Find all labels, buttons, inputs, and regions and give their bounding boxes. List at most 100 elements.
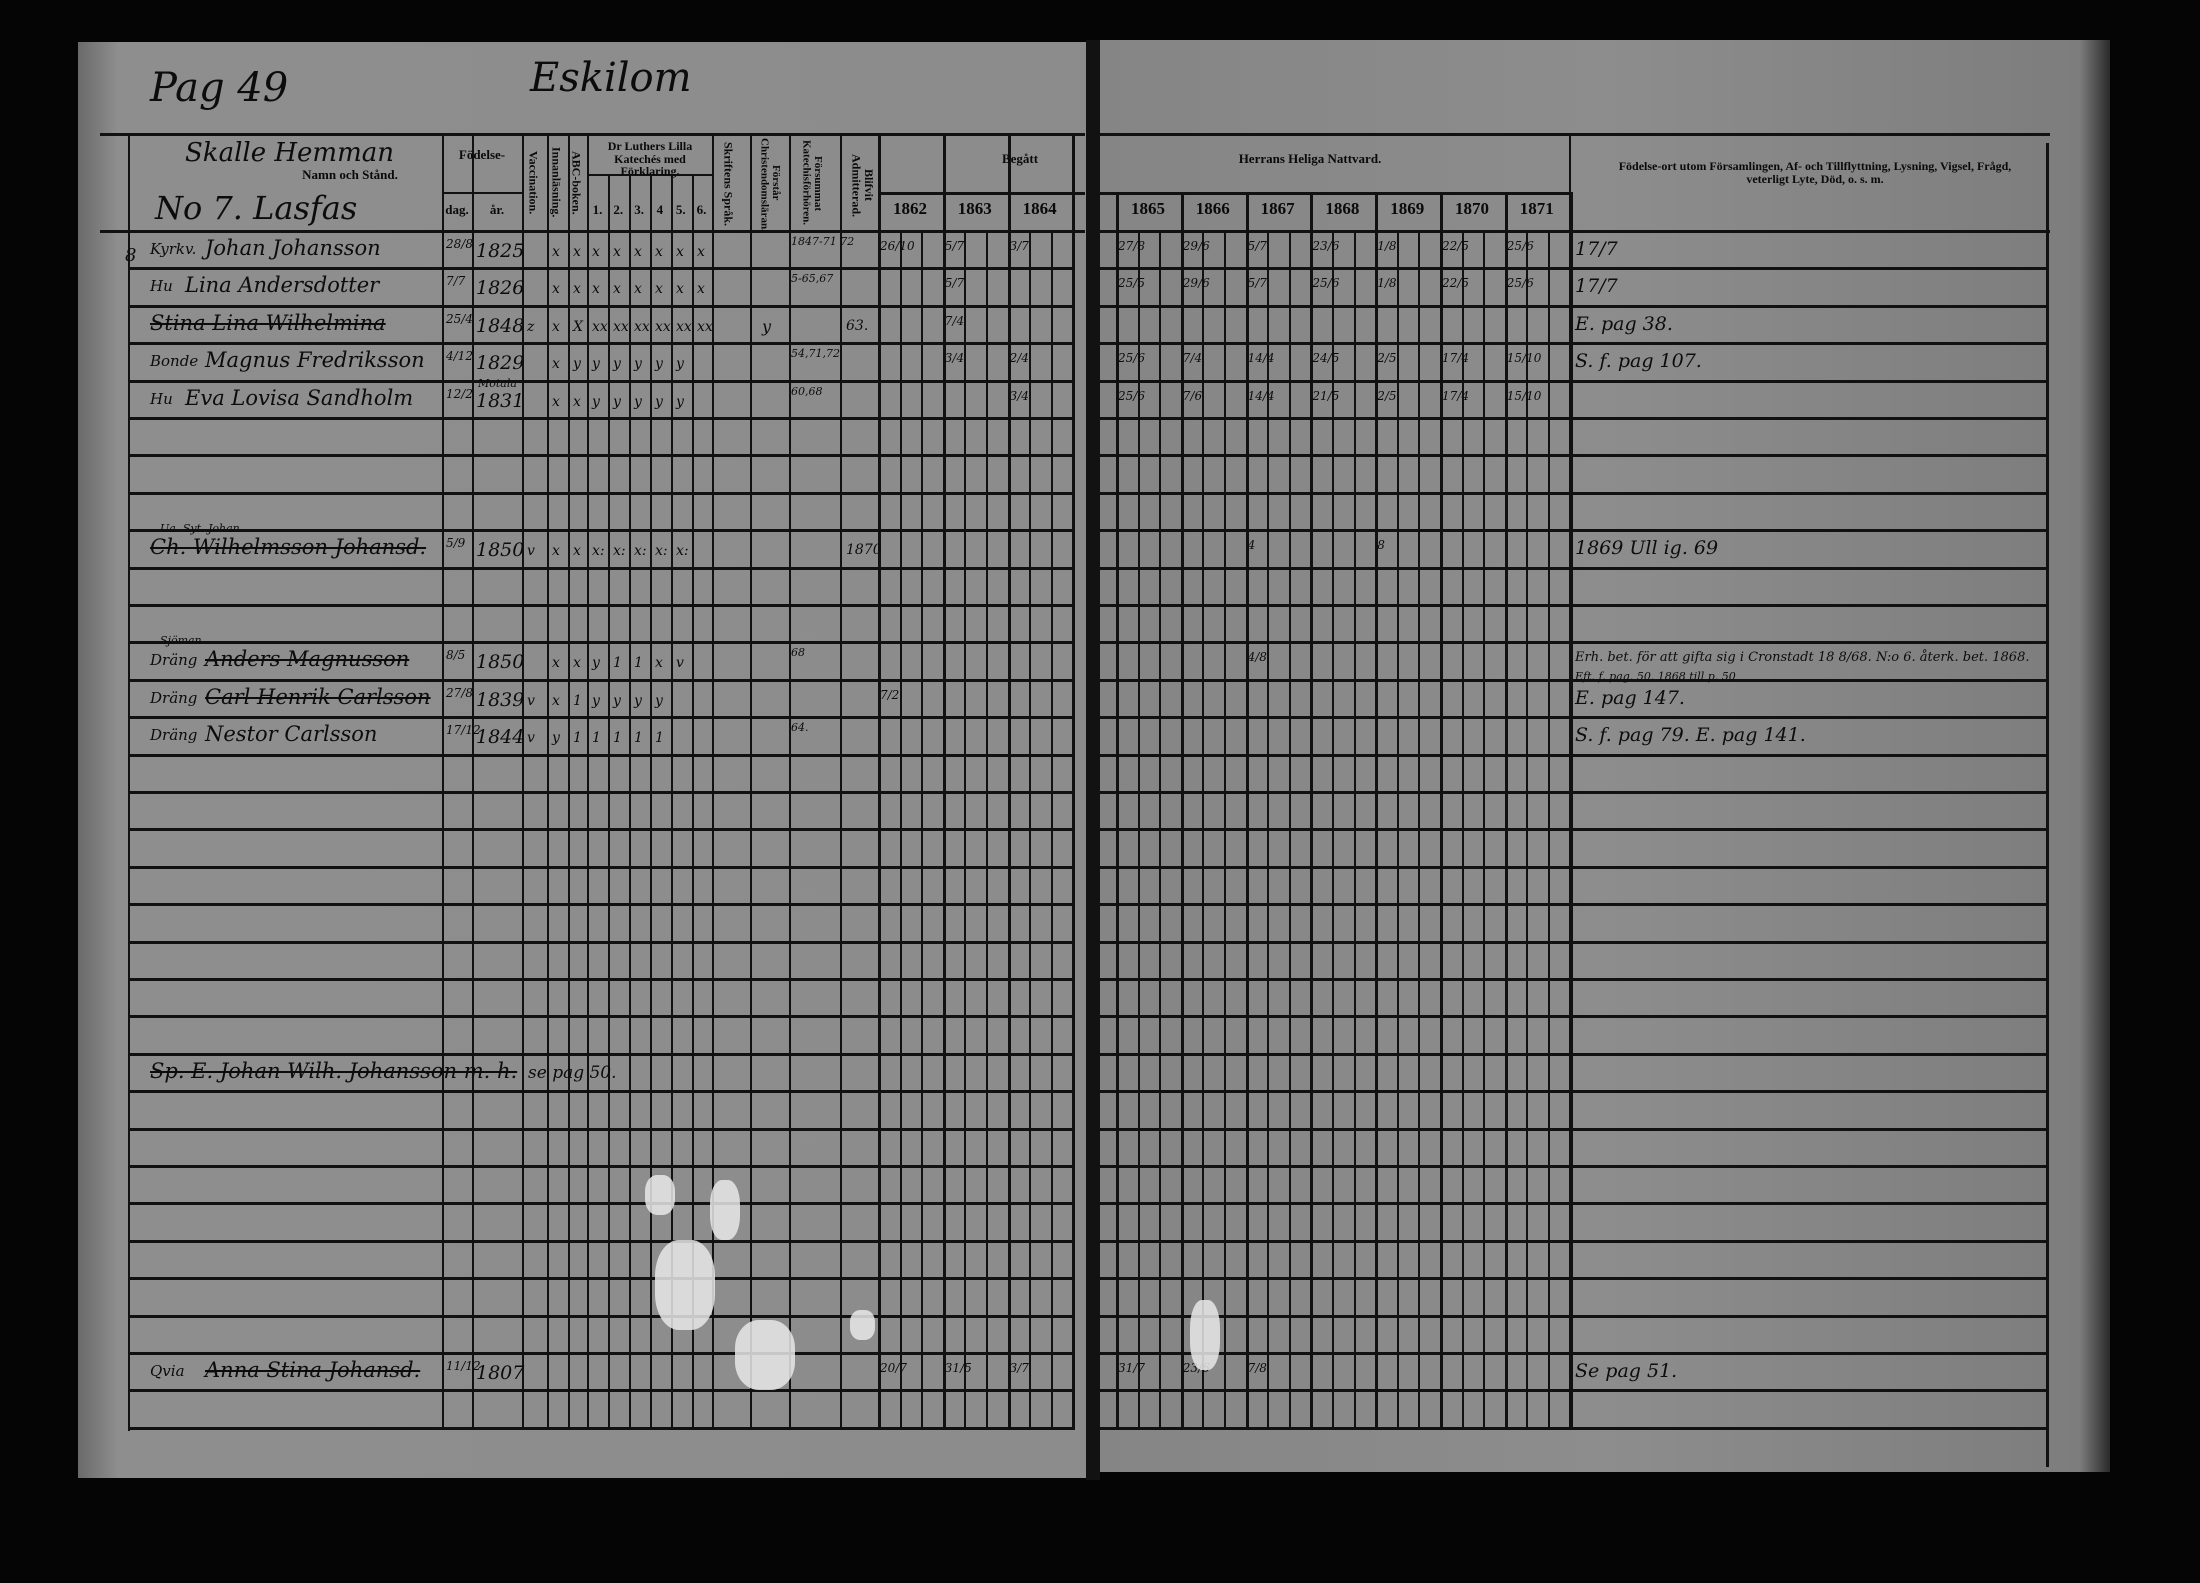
communion-date: 2/5 <box>1377 351 1397 366</box>
header-top-rule <box>100 133 1085 136</box>
row-rule <box>128 828 1075 832</box>
column-line <box>1245 192 1249 1427</box>
communion-date: 17/4 <box>1442 388 1469 403</box>
person-name: Anders Magnusson <box>205 647 410 672</box>
knowledge-mark: y <box>655 393 663 410</box>
row-rule <box>1100 753 2046 757</box>
communion-date: 15/10 <box>1506 351 1542 366</box>
margin-line <box>128 133 130 1431</box>
birth-day: 27/8 <box>446 685 473 700</box>
row-rule <box>1100 566 2046 570</box>
column-line <box>1396 230 1399 1427</box>
birth-day: 4/12 <box>446 349 473 364</box>
person-name: Anna Stina Johansd. <box>205 1358 421 1382</box>
row-title: Dräng <box>150 688 198 707</box>
row-rule <box>128 1202 1075 1206</box>
communion-date: 29/6 <box>1182 276 1210 291</box>
birth-year: 1807 <box>476 1362 525 1384</box>
birth-place-note: Motala <box>478 376 517 390</box>
header-top-rule <box>1100 133 2050 136</box>
year-header-rule <box>878 192 1085 195</box>
knowledge-mark: x <box>552 543 560 560</box>
communion-date: 22/5 <box>1442 239 1469 253</box>
paper-stain <box>710 1180 740 1240</box>
knowledge-mark: x <box>697 281 705 298</box>
knowledge-mark: x <box>552 356 560 373</box>
knowledge-mark: x <box>592 244 600 260</box>
knowledge-mark: y <box>552 730 560 747</box>
year-header: 1862 <box>893 199 927 218</box>
birth-subheader-rule <box>442 192 522 194</box>
row-rule <box>1100 1389 2046 1393</box>
column-line <box>942 133 946 1427</box>
birth-day: 17/12 <box>446 723 481 738</box>
knowledge-mark: x <box>655 655 663 672</box>
column-line <box>899 230 902 1427</box>
knowledge-mark: 1 <box>592 730 601 747</box>
column-header-remarks: Födelse-ort utom Församlingen, Af- och T… <box>1618 159 2012 186</box>
column-line <box>921 230 924 1427</box>
column-header-communion-left: Begått <box>1001 151 1039 166</box>
column-line <box>964 230 967 1427</box>
knowledge-mark: xx <box>697 318 713 335</box>
communion-date: 5/7 <box>1247 276 1267 291</box>
row-rule <box>128 491 1075 495</box>
communion-date: 14/4 <box>1247 351 1275 366</box>
paper-stain <box>1190 1300 1220 1370</box>
row-rule <box>1100 716 2046 720</box>
column-header-admitted: Blifvit Admitterad. <box>849 153 877 217</box>
row-rule <box>128 865 1075 869</box>
column-line <box>1569 192 1573 1427</box>
column-line <box>1180 192 1184 1427</box>
remark: S. f. pag 79. E. pag 141. <box>1575 724 1806 747</box>
communion-date: 31/5 <box>944 1361 972 1375</box>
remark: E. pag 38. <box>1575 312 1673 335</box>
row-rule <box>128 678 1075 682</box>
birth-day: 7/7 <box>446 274 466 289</box>
remark: S. f. pag 107. <box>1575 350 1702 373</box>
row-rule <box>128 267 1075 271</box>
birth-year: 1831 <box>476 389 525 412</box>
birth-year: 1825 <box>476 240 525 262</box>
column-line <box>472 133 474 1427</box>
communion-date: 7/6 <box>1182 388 1203 403</box>
row-rule <box>128 1015 1075 1019</box>
knowledge-mark: 1 <box>613 730 622 747</box>
column-line <box>1483 230 1486 1427</box>
row-title: Dräng <box>150 726 198 745</box>
communion-date: 2/4 <box>1009 351 1029 366</box>
row-rule <box>1100 641 2046 645</box>
year-header: 1866 <box>1195 199 1230 218</box>
knowledge-mark: y <box>676 356 684 373</box>
communion-date: 7/4 <box>1182 351 1203 366</box>
paper-stain <box>645 1175 675 1215</box>
knowledge-mark: x <box>573 281 581 298</box>
column-line <box>1310 192 1314 1427</box>
farm-name: Skalle Hemman <box>185 138 394 168</box>
communion-date: 5/7 <box>944 276 965 291</box>
knowledge-mark: y <box>676 393 684 410</box>
row-rule <box>128 529 1075 533</box>
knowledge-mark: 1 <box>634 655 643 672</box>
person-name: Sp. E. Johan Wilh. Johansson m. h. <box>150 1058 518 1083</box>
remark: Erh. bet. för att gifta sig i Cronstadt … <box>1575 650 2030 666</box>
column-header-missed: Försummat Katechisförhören. <box>800 140 825 226</box>
column-header-year: år. <box>489 202 505 217</box>
knowledge-mark: y <box>592 356 600 373</box>
row-rule <box>1100 1277 2046 1281</box>
birth-day: 8/5 <box>446 648 466 663</box>
knowledge-mark: xx <box>634 318 650 335</box>
column-line <box>568 133 570 1427</box>
column-line <box>1461 230 1464 1427</box>
column-line <box>1029 230 1032 1427</box>
row-rule <box>1100 1239 2046 1243</box>
remark: E. pag 147. <box>1575 686 1685 709</box>
knowledge-mark: x <box>634 281 642 298</box>
communion-date: 3/7 <box>1009 1361 1029 1375</box>
knowledge-mark: x: <box>676 543 689 560</box>
communion-date: 7/2 <box>880 687 900 702</box>
birth-year: 1844 <box>476 726 525 749</box>
book-spine <box>1086 40 1100 1480</box>
communion-date: 31/7 <box>1118 1361 1145 1375</box>
knowledge-mark: y <box>573 356 581 373</box>
